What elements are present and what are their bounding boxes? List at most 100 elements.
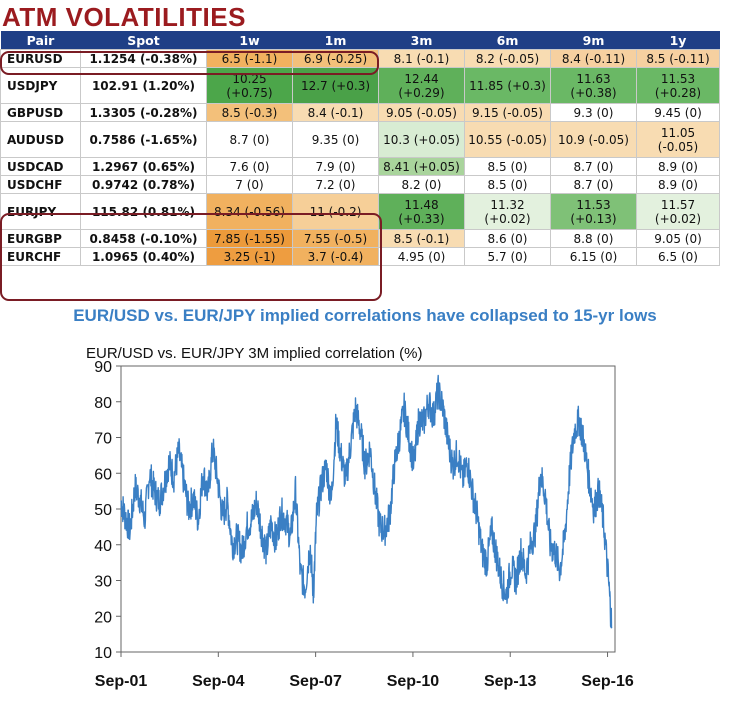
y-tick-label: 20: [94, 609, 112, 626]
vol-cell: 9.3 (0): [550, 103, 637, 122]
page-title: ATM VOLATILITIES: [2, 2, 246, 32]
vol-cell: 9.05 (-0.05): [378, 103, 465, 122]
vol-cell: 6.9 (-0.25): [292, 49, 379, 68]
vol-cell: 7 (0): [206, 175, 293, 194]
vol-cell: 8.9 (0): [636, 175, 720, 194]
table-header-row: Pair Spot 1w 1m 3m 6m 9m 1y: [0, 31, 720, 50]
vol-cell: 11.05 (-0.05): [636, 121, 720, 158]
vol-cell: 11.85 (+0.3): [464, 67, 551, 104]
y-tick-label: 80: [94, 395, 112, 412]
chart-axes: 10 20 30 40 50 60 70 80 90 Sep-01 Sep-04 Sep-07 Sep-…: [94, 359, 634, 690]
vol-cell: 5.7 (0): [464, 247, 551, 266]
vol-cell: 12.44 (+0.29): [378, 67, 465, 104]
table-row: USDCHF 0.9742 (0.78%) 7 (0) 7.2 (0) 8.2 (0) 8…: [0, 175, 720, 194]
vol-cell: 8.1 (-0.1): [378, 49, 465, 68]
pair-cell: USDJPY: [0, 67, 81, 104]
vol-cell: 6.15 (0): [550, 247, 637, 266]
vol-cell: 6.5 (0): [636, 247, 720, 266]
vol-cell: 11.57 (+0.02): [636, 193, 720, 230]
spot-cell: 1.1254 (-0.38%): [80, 49, 207, 68]
pair-cell: AUDUSD: [0, 121, 81, 158]
spot-cell: 1.2967 (0.65%): [80, 157, 207, 176]
chart-title: EUR/USD vs. EUR/JPY 3M implied correlati…: [86, 345, 422, 362]
x-tick-label: Sep-04: [192, 673, 245, 690]
x-tick-label: Sep-10: [387, 673, 440, 690]
table-row: USDJPY 102.91 (1.20%) 10.25 (+0.75) 12.7 (+…: [0, 67, 720, 104]
table-row: EURUSD 1.1254 (-0.38%) 6.5 (-1.1) 6.9 (-0.2…: [0, 49, 720, 68]
column-header-pair: Pair: [0, 31, 81, 50]
vol-cell: 3.25 (-1): [206, 247, 293, 266]
x-tick-label: Sep-16: [581, 673, 634, 690]
vol-cell: 8.2 (-0.05): [464, 49, 551, 68]
pair-cell: USDCHF: [0, 175, 81, 194]
vol-cell: 8.4 (-0.11): [550, 49, 637, 68]
column-header-spot: Spot: [80, 31, 207, 50]
vol-cell: 7.85 (-1.55): [206, 229, 293, 248]
vol-cell: 11.53 (+0.28): [636, 67, 720, 104]
correlation-line-chart: EUR/USD vs. EUR/JPY 3M implied correlati…: [86, 345, 634, 690]
spot-cell: 1.3305 (-0.28%): [80, 103, 207, 122]
vol-cell: 8.5 (0): [464, 157, 551, 176]
column-header-1m: 1m: [292, 31, 379, 50]
vol-cell: 4.95 (0): [378, 247, 465, 266]
x-tick-label: Sep-07: [289, 673, 342, 690]
vol-cell: 7.55 (-0.5): [292, 229, 379, 248]
vol-cell: 9.45 (0): [636, 103, 720, 122]
spot-cell: 0.8458 (-0.10%): [80, 229, 207, 248]
vol-cell: 8.2 (0): [378, 175, 465, 194]
vol-cell: 6.5 (-1.1): [206, 49, 293, 68]
vol-cell: 8.7 (0): [550, 175, 637, 194]
spot-cell: 0.7586 (-1.65%): [80, 121, 207, 158]
vol-cell: 8.4 (-0.1): [292, 103, 379, 122]
x-tick-label: Sep-13: [484, 673, 537, 690]
vol-cell: 9.15 (-0.05): [464, 103, 551, 122]
y-tick-label: 30: [94, 574, 112, 591]
vol-cell: 7.6 (0): [206, 157, 293, 176]
column-header-9m: 9m: [550, 31, 637, 50]
atm-volatility-table: Pair Spot 1w 1m 3m 6m 9m 1y EURUSD 1.1254 (-0.38…: [0, 31, 720, 266]
vol-cell: 10.3 (+0.05): [378, 121, 465, 158]
vol-cell: 11.53 (+0.13): [550, 193, 637, 230]
vol-cell: 8.9 (0): [636, 157, 720, 176]
series-line: [120, 374, 613, 629]
pair-cell: EURCHF: [0, 247, 81, 266]
vol-cell: 8.7 (0): [550, 157, 637, 176]
vol-cell: 7.9 (0): [292, 157, 379, 176]
vol-cell: 8.8 (0): [550, 229, 637, 248]
column-header-6m: 6m: [464, 31, 551, 50]
y-tick-label: 50: [94, 502, 112, 519]
table-row: USDCAD 1.2967 (0.65%) 7.6 (0) 7.9 (0) 8.41 (…: [0, 157, 720, 176]
y-tick-label: 10: [94, 645, 112, 662]
column-header-3m: 3m: [378, 31, 465, 50]
vol-cell: 11.63 (+0.38): [550, 67, 637, 104]
column-header-1y: 1y: [636, 31, 720, 50]
table-row: EURCHF 1.0965 (0.40%) 3.25 (-1) 3.7 (-0.4) 4…: [0, 247, 720, 266]
vol-cell: 8.5 (-0.1): [378, 229, 465, 248]
vol-cell: 8.41 (+0.05): [378, 157, 465, 176]
spot-cell: 0.9742 (0.78%): [80, 175, 207, 194]
vol-cell: 3.7 (-0.4): [292, 247, 379, 266]
column-header-1w: 1w: [206, 31, 293, 50]
y-tick-label: 90: [94, 359, 112, 376]
vol-cell: 12.7 (+0.3): [292, 67, 379, 104]
table-row: AUDUSD 0.7586 (-1.65%) 8.7 (0) 9.35 (0) 10.3…: [0, 121, 720, 158]
pair-cell: USDCAD: [0, 157, 81, 176]
table-body: EURUSD 1.1254 (-0.38%) 6.5 (-1.1) 6.9 (-0.2…: [0, 49, 720, 266]
table-row: EURGBP 0.8458 (-0.10%) 7.85 (-1.55) 7.55 (-…: [0, 229, 720, 248]
y-tick-label: 60: [94, 466, 112, 483]
vol-cell: 11.48 (+0.33): [378, 193, 465, 230]
vol-cell: 7.2 (0): [292, 175, 379, 194]
vol-cell: 10.55 (-0.05): [464, 121, 551, 158]
vol-cell: 11 (-0.2): [292, 193, 379, 230]
vol-cell: 8.34 (-0.56): [206, 193, 293, 230]
table-row: GBPUSD 1.3305 (-0.28%) 8.5 (-0.3) 8.4 (-0.1…: [0, 103, 720, 122]
pair-cell: EURGBP: [0, 229, 81, 248]
vol-cell: 9.05 (0): [636, 229, 720, 248]
vol-cell: 10.25 (+0.75): [206, 67, 293, 104]
spot-cell: 115.82 (0.81%): [80, 193, 207, 230]
pair-cell: EURUSD: [0, 49, 81, 68]
vol-cell: 8.5 (-0.11): [636, 49, 720, 68]
vol-cell: 8.5 (0): [464, 175, 551, 194]
chart-headline: EUR/USD vs. EUR/JPY implied correlations…: [73, 306, 657, 325]
spot-cell: 1.0965 (0.40%): [80, 247, 207, 266]
